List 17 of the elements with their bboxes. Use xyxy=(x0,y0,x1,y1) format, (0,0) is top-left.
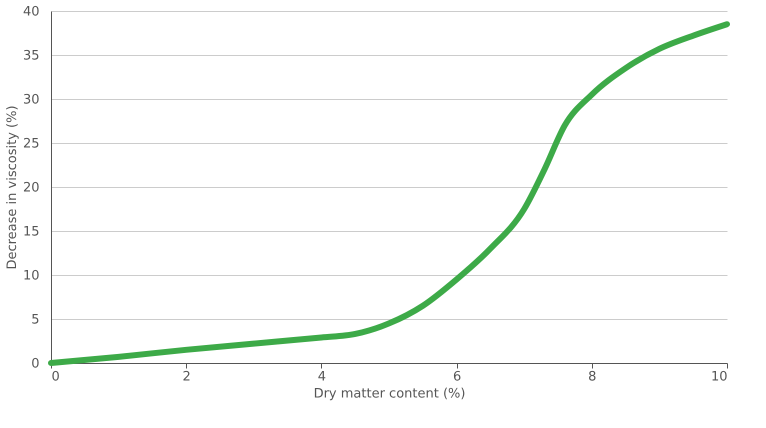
x-tick-label: 2 xyxy=(182,370,191,384)
y-tick-label: 35 xyxy=(22,48,40,64)
y-tick-label: 30 xyxy=(22,92,40,108)
x-tick-label: 4 xyxy=(318,370,326,384)
y-axis-title: Decrease in viscosity (%) xyxy=(4,105,20,270)
y-tick-label: 0 xyxy=(31,356,40,372)
x-tick-label: 6 xyxy=(452,370,462,384)
x-tick-label: 8 xyxy=(588,370,596,384)
y-tick-label: 40 xyxy=(22,4,40,20)
y-tick-label: 25 xyxy=(22,136,40,152)
x-tick-label: 10 xyxy=(710,370,728,384)
x-tick-label: 0 xyxy=(52,370,60,384)
y-tick-label: 10 xyxy=(22,268,40,284)
y-tick-label: 15 xyxy=(22,224,40,240)
x-axis-title: Dry matter content (%) xyxy=(314,386,466,402)
y-tick-label: 20 xyxy=(22,180,40,196)
y-tick-label: 5 xyxy=(31,312,40,328)
